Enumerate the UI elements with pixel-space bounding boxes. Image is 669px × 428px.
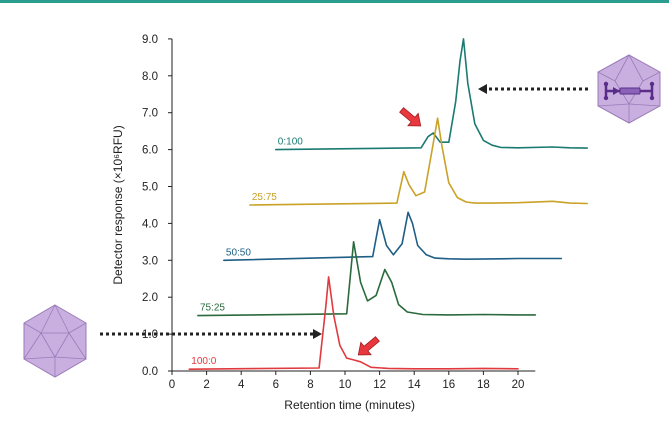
red-arrow-icon: [357, 336, 380, 356]
y-tick-label: 9.0: [142, 34, 158, 46]
x-tick-label: 6: [273, 379, 279, 391]
empty-capsid-dotted-arrow: [100, 329, 322, 339]
red-arrow-icon: [399, 107, 422, 127]
series-group: 0:100 25:75 50:50 75:25 100:0: [188, 38, 589, 371]
series-line-25-75: [249, 117, 589, 206]
series-line-0-100: [274, 38, 589, 151]
series-label: 25:75: [252, 192, 277, 203]
y-tick-label: 2.0: [142, 292, 158, 304]
x-tick-label: 4: [238, 379, 245, 391]
x-tick-label: 18: [477, 379, 490, 391]
series-line-50-50: [223, 211, 563, 262]
series-label: 75:25: [200, 303, 225, 314]
series-label: 0:100: [278, 137, 303, 148]
y-tick-label: 4.0: [142, 218, 158, 230]
empty-capsid-icon: [23, 304, 87, 378]
x-axis-label: Retention time (minutes): [284, 398, 415, 412]
y-axis-label: Detector response (×10⁶RFU): [111, 125, 125, 284]
x-tick-label: 0: [169, 379, 175, 391]
x-tick-label: 10: [339, 379, 352, 391]
full-capsid-dotted-arrow: [478, 84, 588, 94]
y-tick-label: 0.0: [142, 366, 158, 378]
y-tick-label: 8.0: [142, 71, 158, 83]
top-accent-bar: [0, 0, 669, 3]
x-tick-label: 2: [203, 379, 209, 391]
x-tick-label: 12: [373, 379, 386, 391]
x-tick-label: 14: [408, 379, 421, 391]
genome-payload-icon: [603, 81, 655, 101]
series-label: 100:0: [191, 356, 216, 367]
annotations: [23, 54, 661, 378]
x-tick-label: 16: [442, 379, 455, 391]
y-tick-label: 3.0: [142, 255, 158, 267]
x-tick-label: 8: [307, 379, 313, 391]
series-line-75-25: [197, 241, 537, 317]
y-tick-label: 6.0: [142, 145, 158, 157]
axes: 024681012141618200.01.02.03.04.05.06.07.…: [111, 34, 536, 412]
full-capsid-icon: [597, 54, 661, 124]
y-tick-label: 7.0: [142, 108, 158, 120]
series-line-100-0: [188, 276, 519, 371]
y-tick-label: 5.0: [142, 182, 158, 194]
x-tick-label: 20: [512, 379, 525, 391]
series-label: 50:50: [226, 247, 251, 258]
